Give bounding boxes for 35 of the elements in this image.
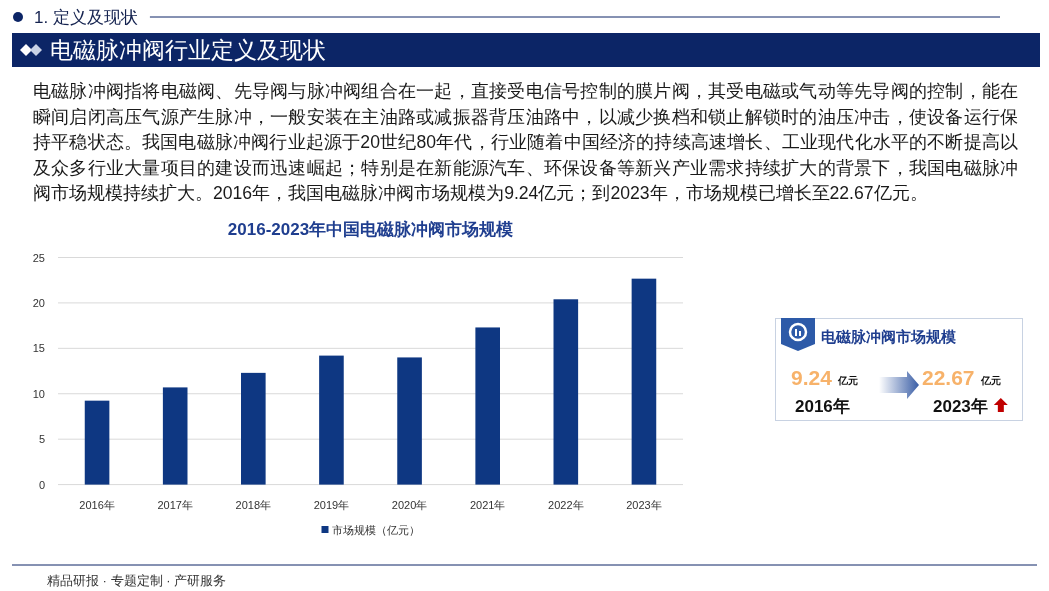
text: 22.67 <box>922 366 975 389</box>
chart-title: 2016-2023年中国电磁脉冲阀市场规模 <box>227 220 514 239</box>
x-tick-label: 2018年 <box>235 499 272 511</box>
y-tick-label: 20 <box>32 296 45 309</box>
y-tick-label: 5 <box>38 433 45 446</box>
y-tick-label: 25 <box>32 251 45 264</box>
x-tick-label: 2016年 <box>79 499 115 511</box>
x-tick-label: 2020年 <box>391 499 428 511</box>
bar <box>241 372 266 485</box>
legend-label: 市场规模（亿元） <box>331 523 420 536</box>
bar <box>475 327 500 485</box>
text: 2023年 <box>933 397 988 416</box>
text: 亿元 <box>836 375 858 386</box>
text: 电磁脉冲阀市场规模 <box>821 328 957 345</box>
x-tick-label: 2019年 <box>313 499 350 511</box>
x-tick-label: 2017年 <box>157 499 193 511</box>
text: 1. 定义及现状 <box>34 8 138 27</box>
bar <box>631 278 657 485</box>
x-tick-label: 2021年 <box>469 499 506 511</box>
text: 精品研报 · 专题定制 · 产研服务 <box>47 573 227 588</box>
bar <box>553 299 579 485</box>
y-tick-label: 10 <box>32 387 45 400</box>
bar <box>319 355 344 485</box>
text: 电磁脉冲阀指将电磁阀、先导阀与脉冲阀组合在一起，直接受电信号控制的膜片阀，其受电磁或气动等先导阀的控制，能在瞬间启闭高压气源产生脉冲，一般安装在主油路或减振器背压油路中，以减少换档和锁止解锁时的油压冲击，使设备运行保持平稳状态。我国电磁脉冲阀行业起源于20世纪80年代，行业随着中国经济的持续高速增长、工业现代化水平的不断提高以及众多行业大量项目的建设而迅速崛起；特别是在新能源汽车、环保设备等新兴产业需求持续扩大的背景下，我国电磁脉冲阀市场规模持续扩大。2016年，我国电磁脉冲阀市场规模为9.24亿元；到2023年，市场规模已增长至22.67亿元。 <box>33 80 1018 206</box>
y-tick-label: 15 <box>32 342 45 355</box>
bar <box>84 400 110 485</box>
text: 电磁脉冲阀行业定义及现状 <box>50 37 326 63</box>
x-tick-label: 2022年 <box>548 499 584 511</box>
text: 亿元 <box>979 375 1001 386</box>
bar <box>397 357 422 485</box>
x-tick-label: 2023年 <box>626 499 662 511</box>
text: 2016年 <box>795 397 850 416</box>
text: 9.24 <box>791 366 833 389</box>
y-tick-label: 0 <box>38 478 45 491</box>
bar <box>162 387 188 485</box>
